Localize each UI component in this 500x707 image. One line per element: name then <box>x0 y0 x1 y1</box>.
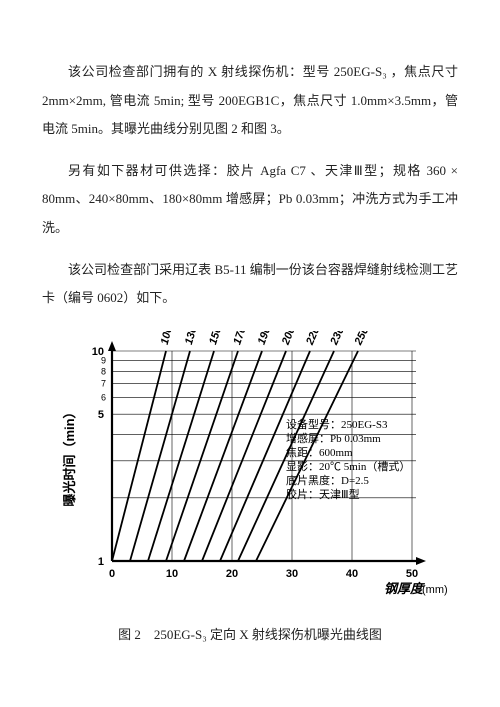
svg-text:6: 6 <box>101 392 106 402</box>
exposure-chart: 0102030405015106789钢厚度(mm)曝光时间（min）100kV… <box>50 331 450 611</box>
svg-text:底片黑度：D=2.5: 底片黑度：D=2.5 <box>286 473 369 487</box>
svg-text:(mm): (mm) <box>422 584 448 596</box>
svg-text:增感屏：Pb 0.03mm: 增感屏：Pb 0.03mm <box>286 431 381 445</box>
svg-text:5: 5 <box>98 409 104 421</box>
svg-text:1: 1 <box>98 556 104 568</box>
paragraph-2: 另有如下器材可供选择：胶片 Agfa C7 、天津Ⅲ型；规格 360 × 80m… <box>42 157 458 243</box>
svg-text:曝光时间（min）: 曝光时间（min） <box>62 405 77 506</box>
paragraph-3: 该公司检查部门采用辽表 B5-11 编制一份该台容器焊缝射线检测工艺卡（编号 0… <box>42 256 458 313</box>
svg-text:50: 50 <box>406 568 418 580</box>
svg-text:7: 7 <box>101 378 106 388</box>
svg-text:设备型号：250EG-S3: 设备型号：250EG-S3 <box>286 417 388 431</box>
svg-text:10: 10 <box>166 568 178 580</box>
svg-text:30: 30 <box>286 568 298 580</box>
svg-text:0: 0 <box>109 568 115 580</box>
svg-text:8: 8 <box>101 366 106 376</box>
svg-text:9: 9 <box>101 355 106 365</box>
figure-2: 0102030405015106789钢厚度(mm)曝光时间（min）100kV… <box>42 331 458 650</box>
svg-text:胶片：天津Ⅲ型: 胶片：天津Ⅲ型 <box>286 487 360 501</box>
figure-caption: 图 2 250EG-S₃ 定向 X 射线探伤机曝光曲线图 <box>42 621 458 650</box>
svg-text:20: 20 <box>226 568 238 580</box>
paragraph-1: 该公司检查部门拥有的 X 射线探伤机：型号 250EG-S₃ ，焦点尺寸 2mm… <box>42 58 458 144</box>
svg-text:40: 40 <box>346 568 358 580</box>
svg-text:钢厚度: 钢厚度 <box>384 581 426 596</box>
svg-text:焦距：600mm: 焦距：600mm <box>286 446 353 459</box>
svg-text:显影：20℃ 5min（槽式）: 显影：20℃ 5min（槽式） <box>286 460 410 473</box>
